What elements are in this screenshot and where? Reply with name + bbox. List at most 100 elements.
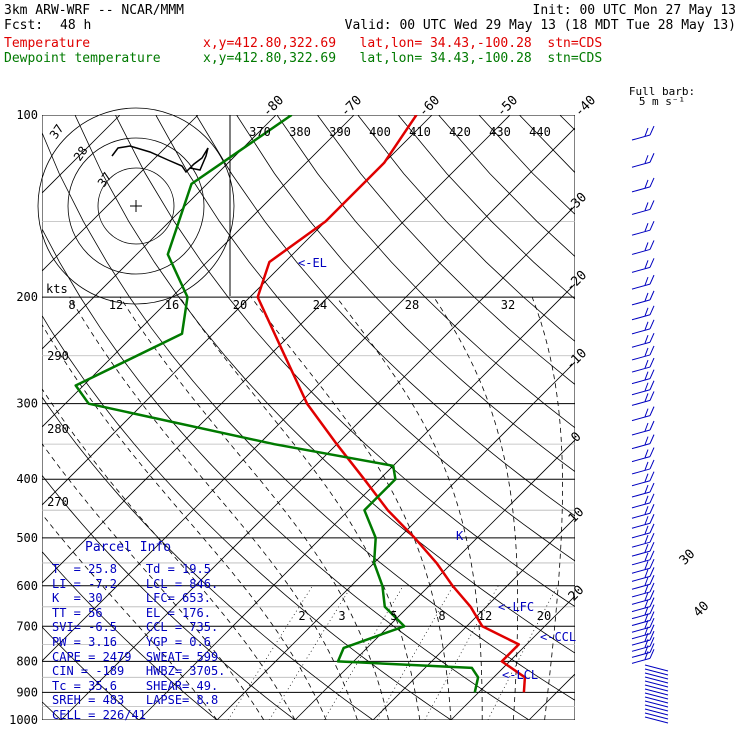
wind-barb-flag bbox=[644, 577, 649, 586]
dry-adiabat bbox=[559, 115, 575, 131]
dewpoint-profile bbox=[74, 115, 480, 693]
moist-adiabat bbox=[433, 296, 519, 720]
isotherm bbox=[216, 361, 575, 720]
dewpoint-label: Dewpoint temperature bbox=[4, 51, 161, 66]
temperature-location: x,y=412.80,322.69 lat,lon= 34.43,-100.28… bbox=[203, 36, 603, 51]
wind-barb-flag bbox=[644, 525, 649, 535]
parcel-info-row: TT = 56 EL = 176. bbox=[52, 605, 211, 620]
wind-barb-flag bbox=[649, 559, 655, 569]
hodograph-trace bbox=[111, 145, 209, 174]
temperature-tick-label: -50 bbox=[494, 93, 521, 120]
wind-barb-flag bbox=[644, 321, 649, 331]
wind-barb-flag bbox=[644, 639, 649, 648]
wind-barbs bbox=[631, 125, 669, 724]
wind-barb bbox=[631, 125, 655, 141]
wind-barb-flag bbox=[649, 482, 655, 493]
wind-barb-flag bbox=[649, 319, 655, 330]
wind-barb-shaft bbox=[631, 366, 651, 373]
wind-barb bbox=[631, 493, 655, 509]
wind-barb bbox=[631, 550, 655, 566]
wind-barb bbox=[631, 567, 655, 582]
wind-barb bbox=[631, 504, 655, 519]
dry-adiabat bbox=[438, 115, 575, 258]
wind-barb-flag bbox=[644, 632, 649, 642]
wind-barb-shaft bbox=[631, 502, 651, 509]
moist-adiabat bbox=[69, 296, 358, 720]
parcel-info-row: T = 25.8 Td = 19.5 bbox=[52, 562, 211, 576]
wind-barb-flag bbox=[644, 561, 649, 570]
wind-barb bbox=[631, 200, 655, 215]
moist-adiabat bbox=[42, 388, 296, 720]
wind-barb-shaft bbox=[631, 299, 651, 306]
parcel-info-row: CELL = 226/41 bbox=[52, 708, 146, 722]
wind-barb-shaft bbox=[631, 491, 651, 498]
parcel-info-row: PW = 3.16 YGP = 0.6 bbox=[52, 635, 211, 649]
wind-barb-flag bbox=[649, 434, 655, 444]
temperature-tick-label: -80 bbox=[260, 93, 287, 120]
mixing-ratio-line bbox=[269, 585, 352, 720]
wind-barb-flag bbox=[649, 240, 655, 250]
parcel-info-row: SVI= -6.5 CCL = 735. bbox=[52, 620, 219, 635]
wind-barb-flag bbox=[644, 613, 649, 622]
moist-adiabat bbox=[119, 296, 389, 720]
wind-barb-flag bbox=[649, 550, 655, 561]
wind-barb-flag bbox=[644, 393, 649, 402]
wind-barb bbox=[631, 471, 655, 487]
wind-barb-flag bbox=[644, 155, 649, 164]
wind-barb-flag bbox=[644, 473, 649, 482]
sounding-series bbox=[74, 115, 527, 693]
mixing-ratio-label: 5 bbox=[390, 609, 397, 623]
wind-barb-flag bbox=[644, 651, 649, 660]
hodograph-ring-label: 37 bbox=[95, 170, 115, 190]
temperature-label: Temperature bbox=[4, 36, 91, 51]
wind-barb-flag bbox=[649, 575, 655, 585]
wind-barb-flag bbox=[644, 516, 649, 525]
wind-barb-flag bbox=[649, 447, 655, 457]
wind-barb-flag bbox=[649, 357, 655, 368]
wind-barb bbox=[631, 406, 655, 422]
wind-barb-low bbox=[644, 680, 669, 688]
wind-barb-shaft bbox=[631, 456, 651, 463]
barb-title: Full barb: bbox=[629, 85, 695, 98]
mixing-ratio-line bbox=[227, 585, 313, 720]
dry-adiabat bbox=[195, 115, 575, 517]
wind-barb-low bbox=[644, 708, 669, 716]
wind-barb-shaft bbox=[631, 598, 651, 605]
pressure-tick-label: 800 bbox=[16, 654, 38, 668]
wind-barb-low bbox=[644, 676, 669, 684]
ccl-level-label: <-CCL bbox=[540, 630, 576, 644]
wind-barb-flag bbox=[649, 630, 655, 641]
wind-barb-shaft bbox=[631, 541, 651, 548]
wind-barb-flag bbox=[649, 504, 655, 514]
dry-adiabat bbox=[115, 115, 575, 608]
hodograph-speed-tick: 20 bbox=[233, 298, 247, 312]
wind-barb-shaft bbox=[631, 567, 651, 574]
wind-barb-flag bbox=[649, 406, 655, 416]
theta-tick-label: 370 bbox=[249, 125, 271, 139]
wind-barb-flag bbox=[649, 391, 655, 401]
wind-barb-flag bbox=[649, 200, 655, 210]
dry-adiabat bbox=[317, 115, 575, 385]
hodograph-ring-label: 28 bbox=[71, 144, 91, 164]
wind-barb-flag bbox=[644, 359, 649, 369]
wind-barb-flag bbox=[644, 307, 649, 316]
wind-barb bbox=[631, 523, 655, 539]
dry-adiabat bbox=[600, 115, 740, 720]
pressure-tick-label: 300 bbox=[16, 397, 38, 411]
wind-barb-shaft bbox=[631, 266, 651, 273]
wind-barb-flag bbox=[644, 645, 649, 654]
valid-time: Valid: 00 UTC Wed 29 May 13 (18 MDT Tue … bbox=[344, 18, 736, 33]
wind-barb bbox=[631, 649, 655, 664]
temperature-tick-label: -70 bbox=[338, 93, 365, 120]
mixing-ratio-label: 3 bbox=[338, 609, 345, 623]
pressure-tick-label: 600 bbox=[16, 579, 38, 593]
dry-adiabat bbox=[236, 115, 575, 473]
parcel-info-row: CIN = -189 HWBZ= 3705. bbox=[52, 664, 226, 679]
isotherm bbox=[607, 115, 740, 720]
wind-barb-shaft bbox=[631, 550, 651, 557]
wind-barb bbox=[631, 357, 655, 373]
wind-barb-shaft bbox=[631, 161, 651, 168]
wind-barb-flag bbox=[649, 649, 655, 659]
wind-barb-flag bbox=[644, 626, 649, 635]
